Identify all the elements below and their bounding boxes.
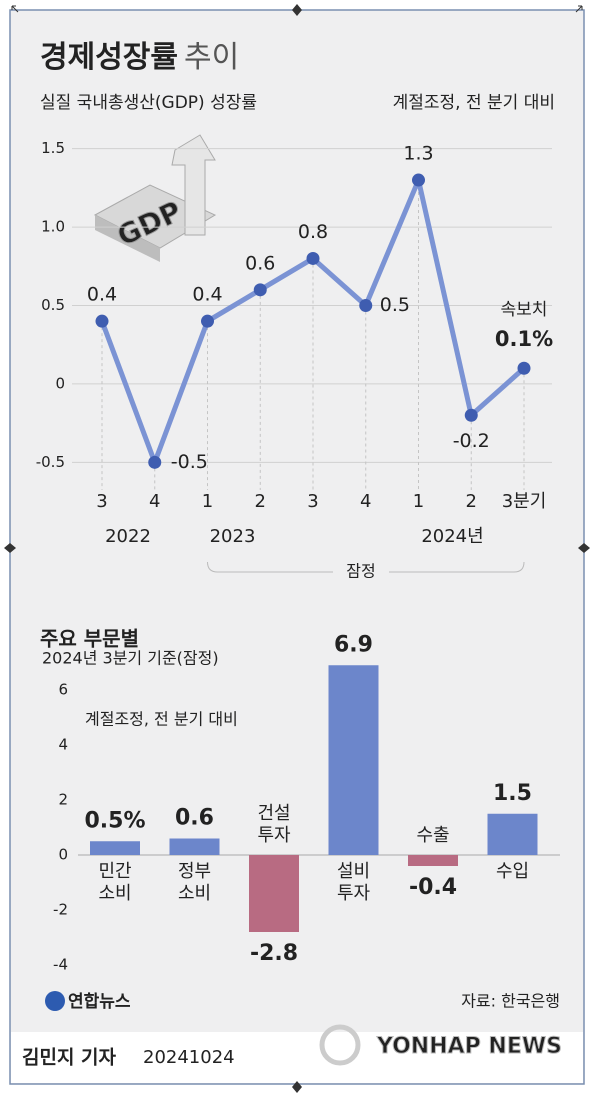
year-label: 2022	[105, 526, 151, 547]
bar-note: 계절조정, 전 분기 대비	[85, 710, 238, 729]
point	[201, 314, 214, 328]
point	[517, 361, 531, 375]
category-label: 수출	[416, 825, 450, 846]
value-label: 0.5	[380, 294, 410, 316]
x-tick-label: 3분기	[502, 491, 547, 512]
x-tick-label: 2	[466, 491, 477, 512]
value-label: 0.6	[245, 252, 275, 274]
bracket-label: 잠정	[346, 562, 375, 581]
point	[148, 455, 162, 469]
point	[95, 314, 109, 328]
title-suffix: 추이	[184, 40, 239, 75]
y-tick-label: 6	[58, 681, 68, 699]
handles	[4, 4, 590, 1093]
flash-label: 속보치	[501, 300, 548, 320]
value-label: -0.5	[171, 451, 208, 473]
y-tick-label: 1.0	[41, 218, 65, 236]
point	[359, 299, 373, 312]
x-tick-label: 1	[413, 491, 424, 512]
bar	[328, 665, 379, 855]
y-tick-label: 1.5	[41, 139, 65, 157]
reporter: 김민지 기자	[22, 1047, 117, 1069]
y-tick-label: -4	[53, 956, 68, 974]
x-tick-label: 3	[96, 491, 107, 512]
bar	[408, 855, 458, 866]
value-label: 0.8	[298, 221, 328, 243]
y-tick-label: 4	[58, 736, 68, 754]
value-label: -0.2	[453, 430, 490, 452]
watermark: YONHAP NEWS	[376, 1034, 562, 1059]
bar	[90, 841, 140, 855]
bracket-gap	[333, 564, 389, 580]
category-label: 건설 투자	[257, 803, 291, 846]
x-tick-label: 2	[255, 491, 266, 512]
point	[253, 283, 267, 297]
y-tick-label: 2	[58, 791, 68, 809]
y-tick-label: -0.5	[36, 453, 65, 471]
y-tick-label: 0	[55, 374, 65, 392]
category-label: 수입	[495, 861, 530, 882]
value-label: 0.6	[175, 806, 214, 831]
category-label: 정부 소비	[177, 861, 212, 904]
value-label: 0.4	[192, 284, 222, 306]
bar	[487, 813, 538, 855]
value-label: -0.4	[409, 875, 457, 900]
value-label: -2.8	[250, 941, 298, 966]
bar-title: 주요 부문별	[40, 627, 139, 651]
value-label: 6.9	[334, 632, 373, 657]
value-label: 0.4	[87, 284, 117, 306]
subtitle: 실질 국내총생산(GDP) 성장률	[40, 93, 257, 113]
value-label: 1.3	[403, 143, 433, 165]
x-tick-label: 1	[202, 491, 213, 512]
footer-strip	[11, 1032, 583, 1083]
year-label: 2023	[210, 526, 256, 547]
bar-subtitle: 2024년 3분기 기준(잠정)	[42, 649, 219, 668]
bar	[249, 855, 299, 932]
title: 경제성장률 추이	[40, 40, 239, 75]
y-tick-label: 0	[58, 846, 68, 864]
x-tick-label: 3	[307, 491, 318, 512]
watermark-mark	[319, 1024, 361, 1066]
point	[412, 173, 425, 187]
y-tick-label: -2	[53, 901, 68, 919]
y-tick-label: 0.5	[41, 296, 65, 314]
gdp-icon: GDP	[93, 134, 217, 262]
point	[464, 408, 478, 422]
value-label: 0.5%	[84, 808, 145, 833]
category-label: 민간 소비	[98, 861, 132, 904]
value-label: 0.1%	[495, 327, 553, 351]
bar	[169, 838, 220, 855]
title-main: 경제성장률	[40, 40, 178, 75]
category-label: 설비 투자	[336, 861, 371, 904]
x-tick-label: 4	[360, 491, 371, 512]
x-tick-label: 4	[149, 491, 160, 512]
year-label: 2024년	[421, 526, 483, 547]
value-label: 1.5	[493, 781, 532, 806]
date: 20241024	[143, 1047, 235, 1068]
note: 계절조정, 전 분기 대비	[393, 93, 555, 113]
logo-mark	[45, 991, 65, 1011]
point	[306, 251, 320, 265]
source: 자료: 한국은행	[461, 992, 560, 1011]
logo: 연합뉴스	[68, 991, 131, 1012]
